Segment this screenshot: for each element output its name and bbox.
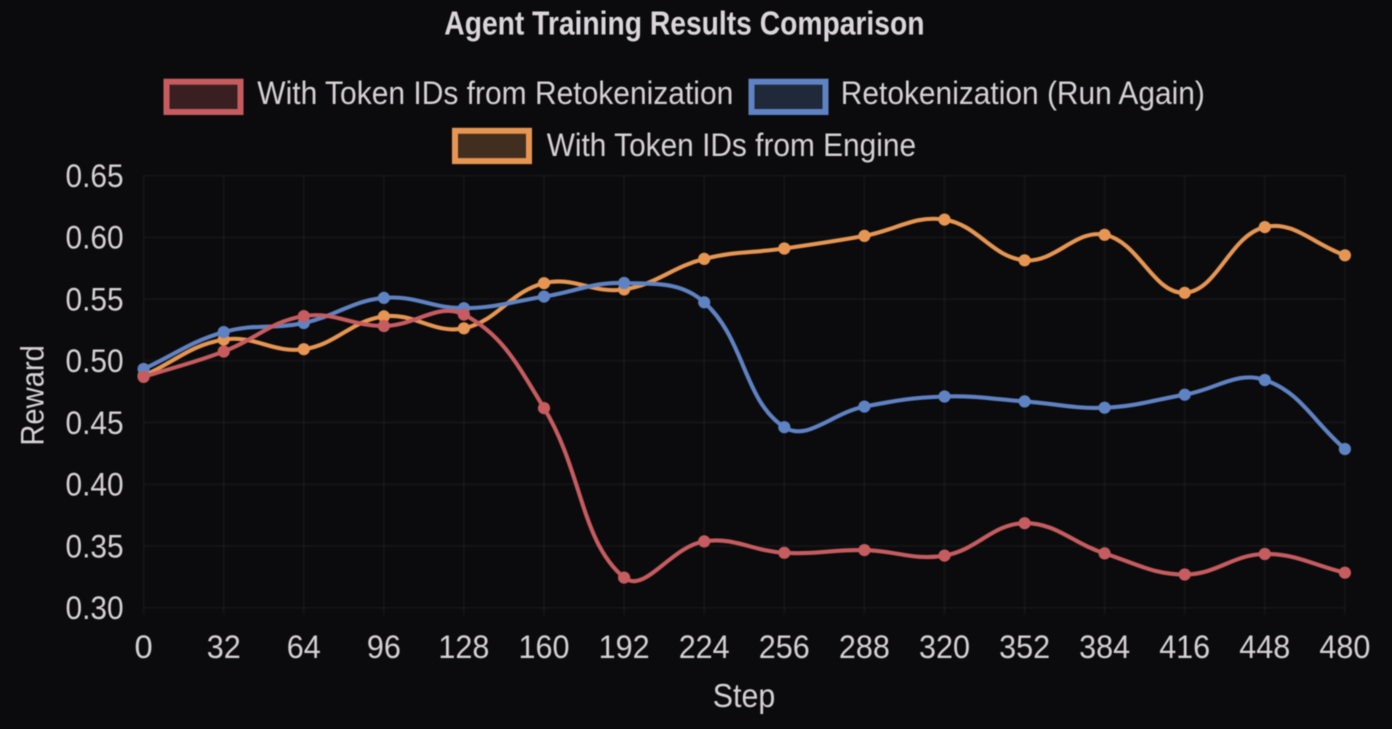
svg-text:384: 384 bbox=[1079, 628, 1130, 665]
svg-text:Step: Step bbox=[713, 678, 775, 715]
svg-text:480: 480 bbox=[1319, 628, 1370, 665]
svg-text:0.60: 0.60 bbox=[66, 219, 124, 256]
svg-text:32: 32 bbox=[207, 628, 241, 665]
svg-text:192: 192 bbox=[599, 628, 650, 665]
svg-text:With Token IDs from Engine: With Token IDs from Engine bbox=[547, 126, 916, 163]
svg-text:0.50: 0.50 bbox=[66, 342, 124, 379]
svg-text:160: 160 bbox=[519, 628, 570, 665]
svg-text:0.35: 0.35 bbox=[66, 527, 124, 564]
svg-text:256: 256 bbox=[759, 628, 810, 665]
svg-text:0.45: 0.45 bbox=[66, 404, 124, 441]
svg-text:With Token IDs from Retokeniza: With Token IDs from Retokenization bbox=[257, 74, 733, 111]
svg-text:0.55: 0.55 bbox=[66, 280, 124, 317]
svg-text:320: 320 bbox=[919, 628, 970, 665]
svg-text:288: 288 bbox=[839, 628, 890, 665]
svg-text:128: 128 bbox=[438, 628, 489, 665]
svg-text:64: 64 bbox=[287, 628, 321, 665]
svg-text:352: 352 bbox=[999, 628, 1050, 665]
svg-text:0.30: 0.30 bbox=[66, 589, 124, 626]
svg-text:0: 0 bbox=[135, 628, 153, 665]
svg-text:Agent Training Results Compari: Agent Training Results Comparison bbox=[444, 5, 924, 42]
svg-text:448: 448 bbox=[1239, 628, 1290, 665]
svg-text:Retokenization (Run Again): Retokenization (Run Again) bbox=[841, 74, 1205, 111]
svg-text:416: 416 bbox=[1159, 628, 1210, 665]
svg-text:96: 96 bbox=[367, 628, 401, 665]
svg-text:224: 224 bbox=[679, 628, 730, 665]
svg-text:0.65: 0.65 bbox=[66, 157, 124, 194]
svg-text:Reward: Reward bbox=[14, 345, 51, 446]
svg-text:0.40: 0.40 bbox=[66, 466, 124, 503]
